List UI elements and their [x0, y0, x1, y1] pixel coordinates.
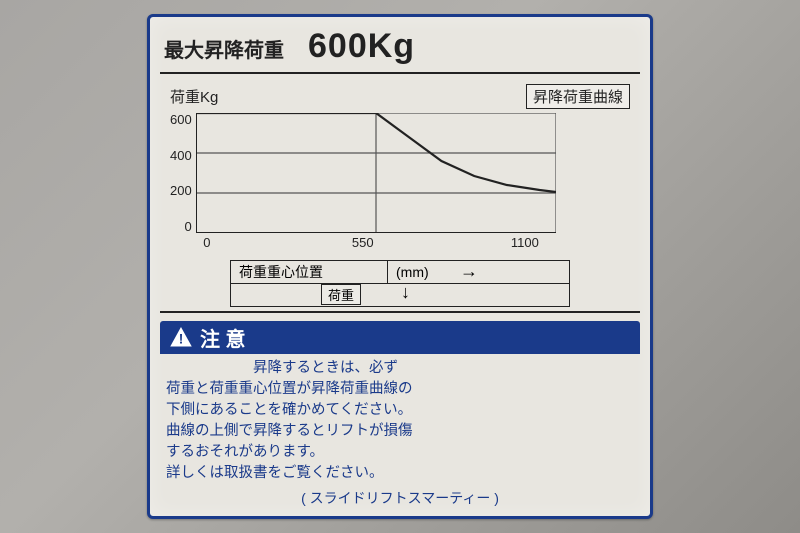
x-ticks: 05501100: [204, 235, 564, 250]
y-axis-label: 荷重Kg: [170, 86, 218, 107]
title-value: 600Kg: [308, 27, 415, 66]
arrow-down-icon: ↓: [401, 282, 410, 303]
chart-wrap: 6004002000: [170, 113, 630, 233]
legend-row-position: 荷重重心位置 (mm) →: [230, 260, 570, 284]
title-label: 最大昇降荷重: [164, 34, 284, 63]
legend-row-load: 荷重 ↓: [230, 284, 570, 307]
footer-label: ( スライドリフトスマーティー ): [160, 488, 640, 508]
caution-block: ! 注 意 昇降するときは、必ず荷重と荷重重心位置が昇降荷重曲線の下側にあること…: [160, 321, 640, 486]
title-row: 最大昇降荷重 600Kg: [160, 23, 640, 74]
arrow-right-icon: →: [454, 261, 484, 282]
legend-unit: (mm): [388, 261, 454, 283]
chart-plot: [196, 113, 556, 233]
chart-header: 荷重Kg 昇降荷重曲線: [170, 84, 630, 109]
curve-box-label: 昇降荷重曲線: [526, 84, 630, 109]
caution-header: ! 注 意: [160, 321, 640, 354]
y-ticks: 6004002000: [170, 113, 196, 233]
caution-body: 昇降するときは、必ず荷重と荷重重心位置が昇降荷重曲線の下側にあることを確かめてく…: [160, 354, 640, 486]
chart-section: 荷重Kg 昇降荷重曲線 6004002000 05501100 荷重重心位置 (…: [160, 74, 640, 313]
chart-svg: [196, 113, 556, 233]
legend-load-label: 荷重: [321, 284, 361, 305]
caution-header-text: 注 意: [200, 323, 246, 352]
load-capacity-placard: 最大昇降荷重 600Kg 荷重Kg 昇降荷重曲線 6004002000 0550…: [147, 14, 653, 519]
legend-position-label: 荷重重心位置: [231, 261, 388, 283]
svg-text:!: !: [179, 332, 184, 347]
legend-block: 荷重重心位置 (mm) → 荷重 ↓: [230, 260, 570, 307]
warning-triangle-icon: !: [170, 327, 192, 347]
